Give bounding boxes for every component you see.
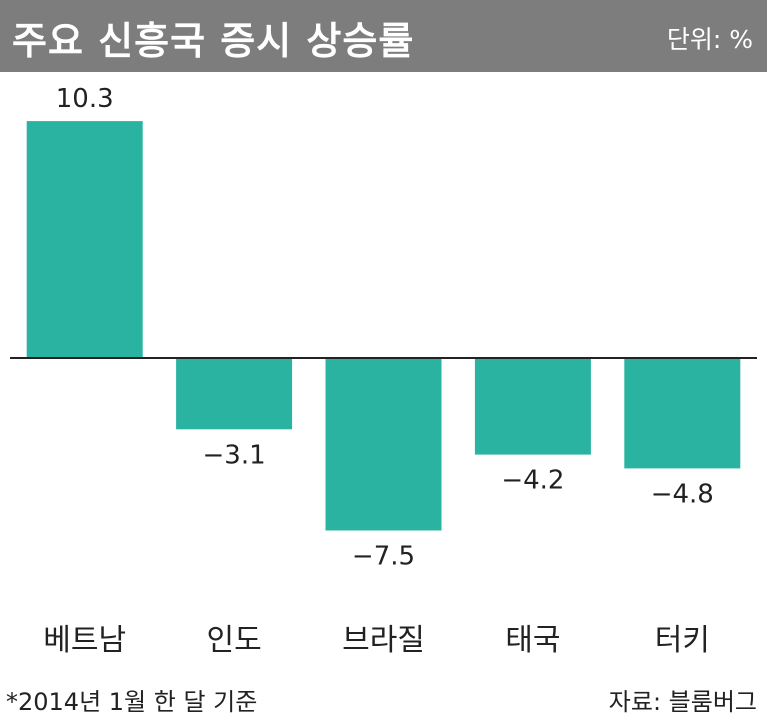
category-label-4: 터키: [655, 623, 710, 658]
category-label-1: 인도: [206, 623, 261, 658]
value-label-4: −4.8: [651, 479, 714, 509]
bar-3: [474, 358, 591, 455]
bar-1: [176, 358, 293, 430]
value-label-3: −4.2: [501, 466, 564, 496]
title-bar: 주요 신흥국 증시 상승률 단위: %: [0, 0, 767, 72]
source-label: 자료: 블룸버그: [608, 688, 757, 716]
category-label-0: 베트남: [43, 623, 126, 658]
bar-2: [325, 358, 442, 531]
category-label-2: 브라질: [342, 623, 425, 658]
value-label-0: 10.3: [56, 84, 114, 114]
value-label-1: −3.1: [203, 440, 266, 470]
footnote: *2014년 1월 한 달 기준: [6, 688, 258, 716]
chart-title: 주요 신흥국 증시 상승률: [12, 19, 415, 63]
bar-chart: 10.3 베트남 −3.1 인도 −7.5 브라질 −4.2 태국 −4.8 터키: [10, 84, 757, 658]
bar-4: [624, 358, 741, 469]
bar-0: [26, 121, 143, 358]
value-label-2: −7.5: [352, 542, 415, 572]
unit-label: 단위: %: [666, 25, 753, 54]
category-label-3: 태국: [505, 623, 560, 658]
